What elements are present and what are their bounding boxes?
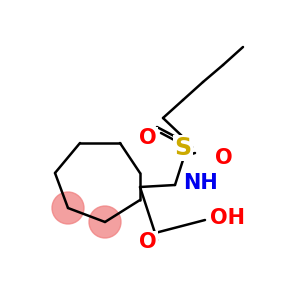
Text: NH: NH [183,173,218,193]
Text: OH: OH [210,208,245,228]
Text: S: S [174,136,192,160]
Text: O: O [215,148,232,168]
Circle shape [52,192,84,224]
Text: O: O [139,232,157,252]
Circle shape [89,206,121,238]
Text: O: O [139,128,157,148]
